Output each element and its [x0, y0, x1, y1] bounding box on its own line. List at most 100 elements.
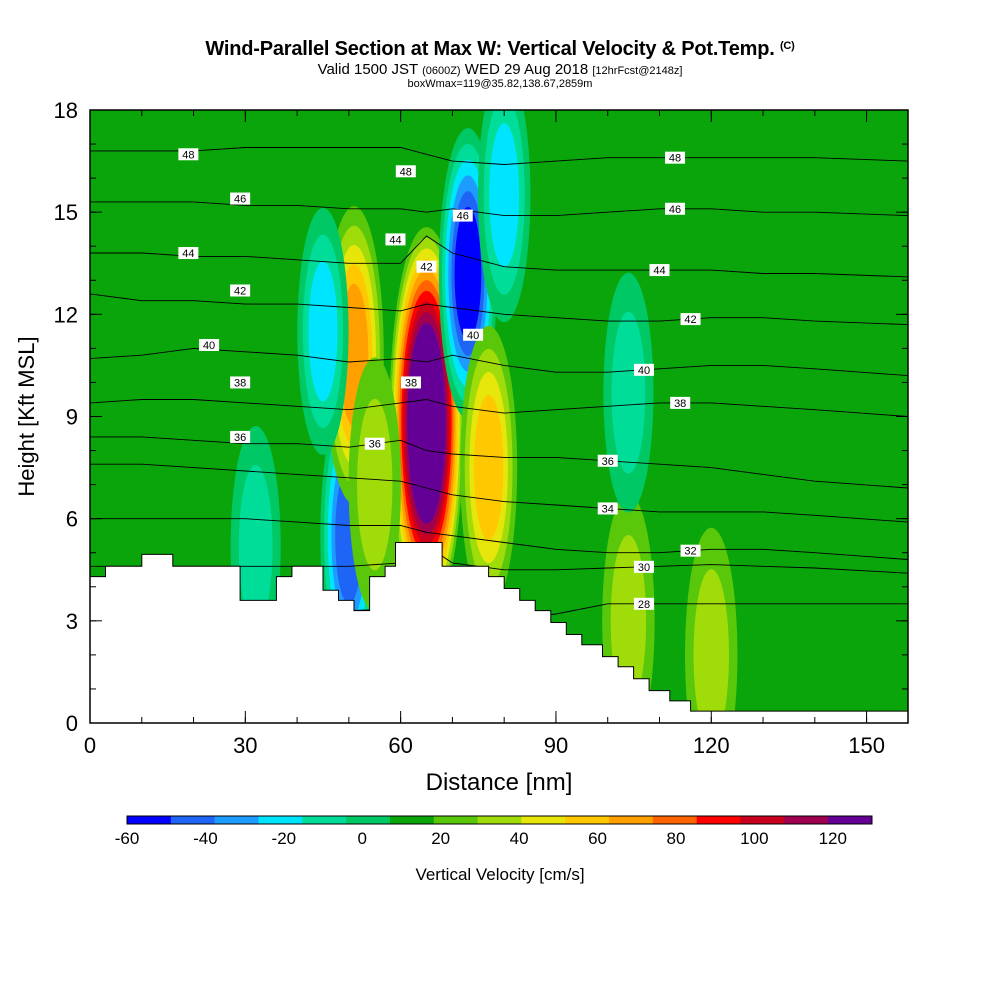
contour-label-text: 38 [234, 377, 246, 389]
contour-label-text: 34 [602, 503, 614, 515]
x-tick-label: 150 [848, 733, 885, 758]
contour-label-text: 36 [602, 456, 614, 468]
w-cell-level [411, 344, 442, 503]
y-tick-label: 18 [54, 98, 78, 123]
colorbar-tick-label: 20 [431, 829, 450, 848]
contour-label: 48 [178, 148, 199, 161]
contour-label-box [597, 454, 618, 467]
contour-label-box [665, 151, 686, 164]
contour-label-box [670, 396, 691, 409]
colorbar-swatch [740, 816, 785, 824]
chart-subtitle: Valid 1500 JST (0600Z) WED 29 Aug 2018 [… [0, 61, 1000, 78]
colorbar-swatch [784, 816, 829, 824]
contour-label-text: 44 [653, 265, 665, 277]
theta-contour [90, 463, 908, 523]
colorbar-tick-label: 0 [358, 829, 367, 848]
w-cell-level [308, 261, 338, 402]
contour-label-text: 36 [369, 439, 381, 451]
colorbar-swatch [127, 816, 172, 824]
theta-contour [90, 347, 908, 377]
x-tick-label: 30 [233, 733, 257, 758]
colorbar-tick-label: -60 [115, 829, 140, 848]
subtitle-valid: Valid 1500 JST [317, 61, 418, 78]
contour-label-box [633, 560, 654, 573]
x-tick-label: 120 [693, 733, 730, 758]
contour-label-box [680, 313, 701, 326]
y-axis-label: Height [Kft MSL] [14, 336, 39, 496]
colorbar-swatch [565, 816, 610, 824]
contour-label-box [597, 502, 618, 515]
contour-label-box [230, 430, 251, 443]
contour-label: 44 [649, 264, 670, 277]
colorbar-swatch [696, 816, 742, 824]
colorbar-swatch [609, 816, 654, 824]
subtitle-utc: (0600Z) [422, 65, 461, 77]
colorbar-tick-label: -40 [193, 829, 218, 848]
y-tick-label: 6 [66, 507, 78, 532]
contour-label: 32 [680, 544, 701, 558]
contour-label-text: 48 [669, 153, 681, 165]
contour-label-text: 30 [638, 562, 650, 574]
y-tick-label: 15 [54, 200, 78, 225]
colorbar-swatch [302, 816, 347, 824]
contour-label-box [665, 202, 686, 215]
colorbar-swatch [828, 816, 873, 824]
x-tick-label: 0 [84, 733, 96, 758]
theta-contour [90, 518, 908, 560]
subtitle-date: WED 29 Aug 2018 [464, 61, 589, 78]
colorbar-tick-label: 100 [740, 829, 768, 848]
contour-label-box [385, 233, 406, 246]
contour-label: 42 [416, 260, 437, 274]
contour-label-text: 40 [203, 340, 215, 352]
w-cell-level [611, 311, 646, 474]
subtitle-forecast: [12hrFcst@2148z] [592, 65, 683, 77]
colorbar-swatch [214, 816, 259, 824]
terrain-mask [89, 542, 909, 724]
contour-label-text: 46 [669, 204, 681, 216]
contour-label-text: 38 [674, 398, 686, 410]
w-cell-level [357, 398, 393, 571]
theta-contour [90, 147, 908, 165]
contour-label-box [463, 328, 484, 341]
contour-label-text: 44 [182, 248, 194, 260]
w-cell-level [454, 206, 482, 341]
terrain-profile [89, 542, 909, 724]
y-tick-label: 12 [54, 302, 78, 327]
colorbar-swatch [433, 816, 479, 824]
contour-label-box [178, 247, 199, 260]
contour-label-text: 42 [420, 262, 432, 274]
theta-contour [90, 399, 908, 417]
colorbar: -60 -40 -20 0 20 40 60 80 100 120 Vertical Velocit… [115, 815, 873, 884]
colorbar-swatch [346, 816, 391, 824]
colorbar-label: Vertical Velocity [cm/s] [415, 865, 584, 884]
contour-label: 44 [385, 233, 406, 246]
colorbar-swatch [389, 816, 435, 824]
contour-label: 42 [230, 284, 251, 297]
contour-label: 40 [463, 328, 484, 342]
chart-title: Wind-Parallel Section at Max W: Vertical… [0, 38, 1000, 61]
theta-contour [90, 436, 908, 489]
colorbar-swatch [521, 816, 566, 824]
w-cell [389, 227, 464, 620]
colorbar-tick-label: 60 [588, 829, 607, 848]
contour-label-text: 36 [234, 432, 246, 444]
contour-label: 46 [665, 202, 686, 216]
colorbar-swatch [170, 816, 216, 824]
w-cell-level [238, 464, 273, 627]
contour-label-text: 40 [467, 330, 479, 342]
contour-label-box [230, 284, 251, 297]
contour-label-box [400, 376, 421, 389]
contour-label: 36 [597, 454, 618, 468]
contour-label: 36 [364, 437, 385, 451]
w-cell [297, 207, 349, 455]
contour-label-box [178, 148, 199, 161]
colorbar-swatch [258, 816, 303, 824]
colorbar-tick-label: 120 [819, 829, 847, 848]
contour-label-text: 32 [684, 546, 696, 558]
contour-label-text: 46 [457, 211, 469, 223]
x-tick-label: 60 [388, 733, 412, 758]
copyright-mark: (C) [779, 40, 795, 52]
chart-title-text: Wind-Parallel Section at Max W: Vertical… [205, 38, 775, 60]
